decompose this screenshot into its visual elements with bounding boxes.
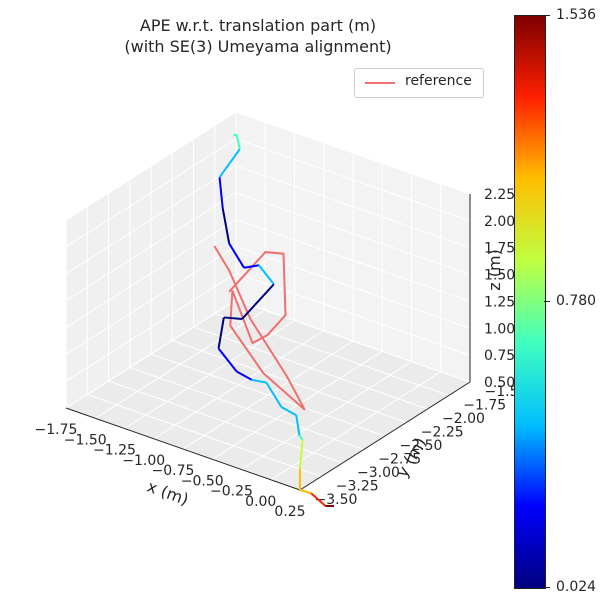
trajectory-segment — [218, 177, 224, 209]
y-tick-label: −3.25 — [336, 479, 379, 495]
grid-line-z-back — [235, 272, 471, 356]
grid-line-z-left — [65, 111, 237, 221]
trajectory-segment — [295, 415, 301, 436]
trajectory-segment — [299, 489, 312, 495]
z-tick-label: 1.00 — [484, 321, 515, 337]
trajectory-segment — [236, 370, 253, 381]
grid-line-z-back — [235, 245, 471, 329]
grid-line-z-back — [235, 299, 471, 383]
trajectory-segment — [258, 264, 275, 285]
grid-line-z-back — [235, 111, 471, 195]
legend: reference — [354, 68, 484, 98]
grid-line-z-left — [65, 192, 237, 301]
x-tick-label: −0.25 — [210, 484, 253, 500]
trajectory-segment — [235, 134, 241, 150]
grid-line-z-left — [65, 299, 237, 409]
x-tick-label: −0.50 — [181, 473, 224, 489]
chart-title-line2: (with SE(3) Umeyama alignment) — [124, 37, 392, 56]
colorbar — [514, 15, 546, 589]
trajectory-segment — [310, 492, 327, 507]
grid-line-z-back — [235, 218, 471, 302]
x-tick-label: 0.25 — [274, 504, 305, 520]
z-tick-label: 0.75 — [484, 348, 515, 364]
x-tick-label: −1.25 — [93, 443, 136, 459]
z-tick-label: 1.50 — [484, 268, 515, 284]
y-tick-label: −2.75 — [378, 452, 421, 468]
colorbar-label-min: 0.024 — [556, 579, 597, 595]
colorbar-tick-max — [544, 15, 550, 16]
colorbar-tick-mid — [544, 301, 550, 302]
trajectory-segment — [228, 242, 245, 269]
z-tick-label: 1.25 — [484, 294, 515, 310]
x-tick-label: 0.00 — [245, 494, 276, 510]
x-tick-label: −0.75 — [152, 463, 195, 479]
x-tick-label: −1.75 — [35, 422, 78, 438]
grid-line-z-left — [65, 165, 237, 275]
y-axis-line — [299, 381, 471, 491]
grid-line-z-back — [235, 165, 471, 249]
y-tick-label: −2.00 — [442, 411, 485, 427]
z-tick-label: 1.75 — [484, 241, 515, 257]
trajectory-segment — [280, 406, 297, 417]
series-line-reference — [213, 245, 306, 411]
grid-line-z-back — [235, 192, 471, 276]
trajectory-segment — [298, 434, 304, 441]
trajectory-segment — [221, 208, 231, 244]
z-tick-label: 2.00 — [484, 214, 515, 230]
grid-line-y — [108, 380, 343, 464]
z-tick-label: 0.50 — [484, 375, 515, 391]
colorbar-label-max: 1.536 — [556, 7, 597, 23]
trajectory-segment — [217, 347, 238, 373]
z-tick-label: 2.25 — [484, 187, 515, 203]
trajectory-segment — [243, 264, 260, 269]
legend-label-reference: reference — [405, 73, 472, 89]
x-axis-line — [65, 407, 301, 491]
y-tick-label: −3.50 — [315, 492, 358, 508]
colorbar-tick-min — [544, 587, 550, 588]
trajectory-segment — [217, 317, 225, 349]
grid-line-y — [193, 326, 428, 410]
x-tick-label: −1.50 — [64, 432, 107, 448]
colorbar-label-mid: 0.780 — [556, 293, 597, 309]
grid-line-z-left — [65, 245, 237, 355]
trajectory-segment — [265, 382, 283, 408]
trajectory-segment — [218, 148, 241, 178]
grid-line-z-left — [65, 272, 237, 382]
grid-line-y — [150, 353, 386, 437]
grid-line-z-left — [65, 138, 237, 248]
legend-swatch-reference — [365, 82, 395, 84]
chart-title-line1: APE w.r.t. translation part (m) — [139, 16, 377, 35]
y-tick-label: −2.50 — [400, 438, 443, 454]
z-axis-label: z (m) — [485, 249, 504, 291]
x-tick-label: −1.00 — [122, 453, 165, 469]
grid-line-y — [214, 313, 449, 396]
grid-line-y — [87, 394, 322, 477]
grid-line-y — [129, 367, 364, 450]
y-tick-label: −2.25 — [421, 425, 464, 441]
grid-line-z-left — [65, 219, 237, 328]
grid-line-z-back — [235, 138, 471, 222]
trajectory-segment — [241, 283, 275, 320]
trajectory-segment — [299, 439, 304, 469]
trajectory-segment — [251, 378, 267, 384]
trajectory-segment — [223, 316, 243, 321]
y-tick-label: −1.75 — [463, 398, 506, 414]
y-tick-label: −3.00 — [357, 465, 400, 481]
